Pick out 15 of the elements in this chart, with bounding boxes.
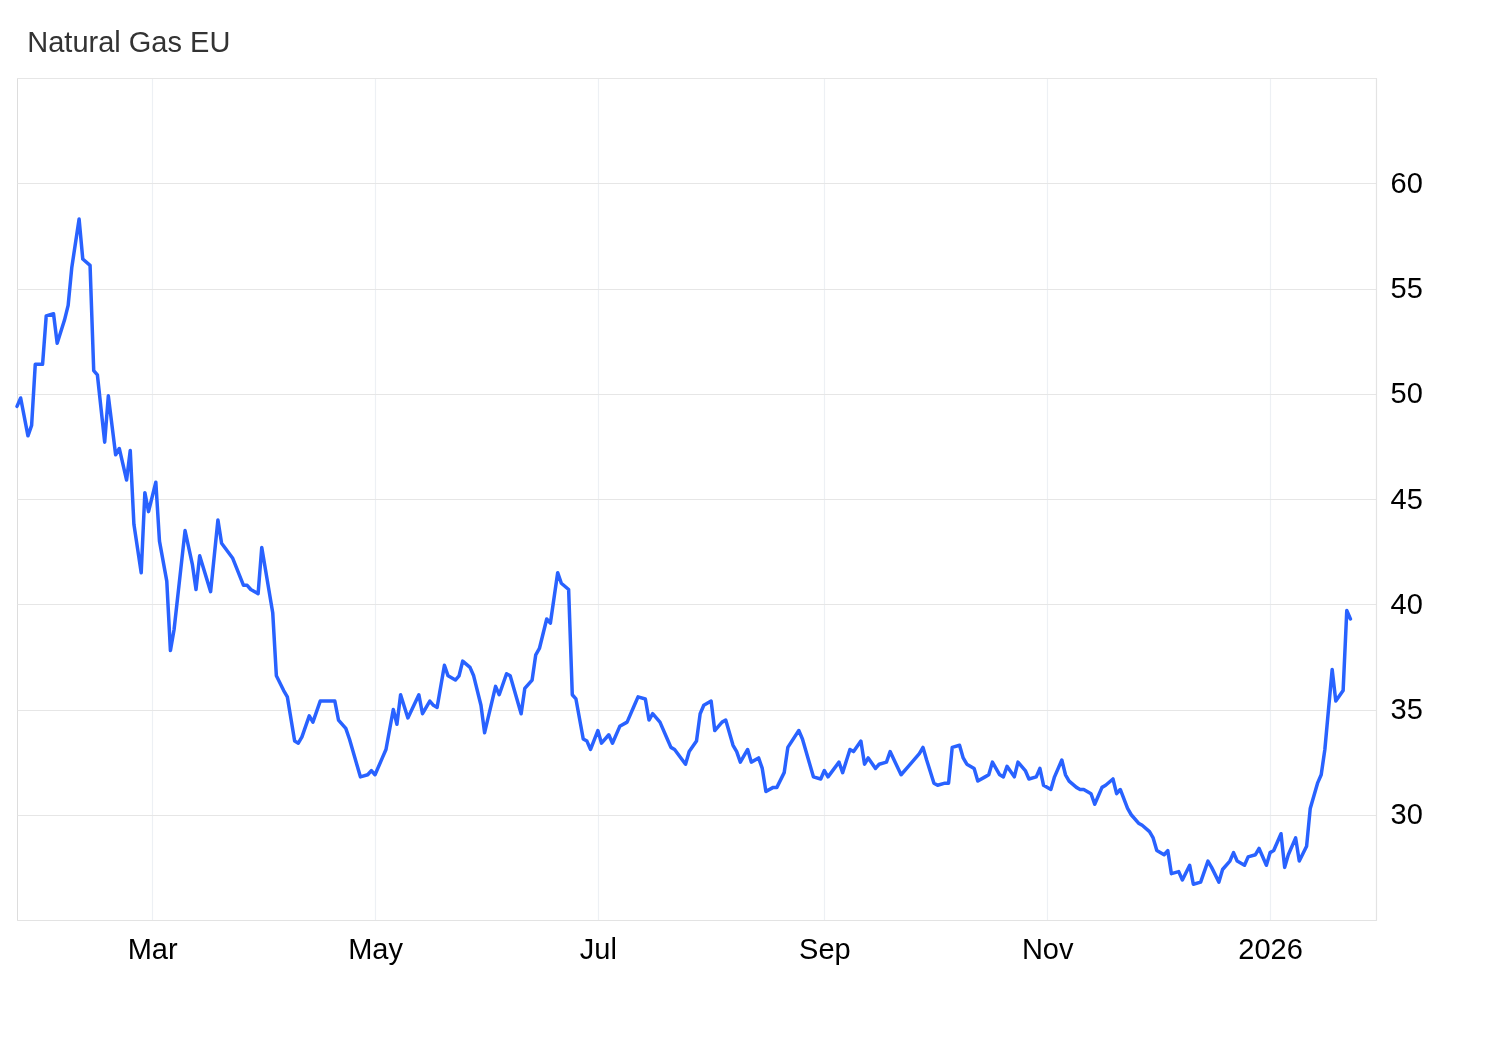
x-tick-label: 2026	[1238, 932, 1303, 965]
y-tick-label: 40	[1390, 587, 1423, 620]
x-tick-label: Nov	[1021, 932, 1074, 965]
line-series	[15, 217, 1353, 886]
y-tick-label: 55	[1390, 272, 1423, 304]
y-tick-label: 50	[1390, 377, 1423, 410]
y-tick-label: 45	[1390, 482, 1423, 515]
y-tick-label: 30	[1390, 798, 1423, 831]
chart-title: Natural Gas EU	[27, 26, 231, 58]
y-tick-label: 60	[1390, 166, 1423, 199]
x-tick-label: Jul	[579, 932, 617, 965]
x-tick-label: Sep	[799, 932, 851, 965]
x-tick-label: Mar	[127, 932, 178, 965]
y-tick-label: 35	[1390, 693, 1423, 725]
x-tick-label: May	[348, 932, 404, 965]
